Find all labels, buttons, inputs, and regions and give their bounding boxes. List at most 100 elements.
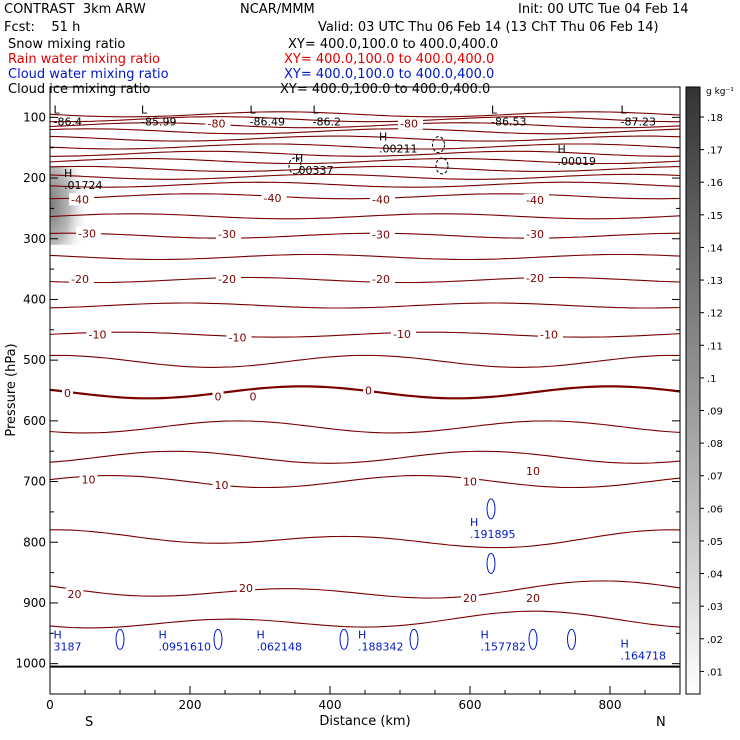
contour-label-bg	[461, 592, 479, 605]
contour-label: -20	[71, 273, 89, 286]
contour-label-bg	[65, 587, 84, 600]
y-tick-label: 500	[23, 353, 46, 367]
colorbar-tick-label: .05	[707, 537, 723, 548]
field-cloudwater-xy: XY= 400.0,100.0 to 400.0,400.0	[284, 67, 495, 82]
extremum-type: L	[141, 103, 148, 116]
extremum-value: .164718	[621, 650, 667, 663]
extremum-type: L	[250, 103, 257, 116]
extremum-value: .062148	[257, 640, 303, 653]
extremum-value: .188342	[358, 640, 404, 653]
contour-label-bg	[69, 272, 94, 285]
temperature-contours	[49, 111, 681, 668]
extremum-type: H	[379, 131, 387, 144]
contour-label-bg	[86, 328, 112, 341]
contour-label-bg	[524, 193, 549, 206]
colorbar-tick-label: .15	[707, 211, 723, 222]
extremum-value: .191895	[470, 528, 516, 541]
colorbar-tick-label: .18	[707, 113, 723, 124]
contour-label-bg	[62, 386, 73, 399]
extrema-labels: L-86.4L-85.99L-86.49L-86.2L-86.53L-87.23…	[54, 103, 667, 662]
isotherm-line	[49, 181, 681, 188]
extremum-value: .157782	[481, 640, 527, 653]
contour-label: 20	[463, 592, 477, 605]
x-axis-label: Distance (km)	[319, 714, 410, 729]
isotherm-line	[49, 193, 681, 200]
contour-labels: -80 -80 -40 -40 -40 -40 -30 -30 -30 -30 -20 -20 -20 -…	[62, 117, 563, 605]
cloudwater-contour	[409, 628, 419, 650]
extremum-value: -86.4	[54, 115, 82, 128]
contour-label: -30	[526, 228, 544, 241]
cloudwater-contour	[115, 628, 125, 650]
contour-label-bg	[261, 192, 287, 205]
isotherm-line	[49, 475, 681, 489]
contour-label-bg	[205, 117, 231, 130]
contour-label: 10	[215, 479, 229, 492]
contour-label: -40	[372, 193, 390, 206]
colorbar-tick-label: .16	[707, 178, 723, 189]
cloudwater-contour	[486, 498, 496, 520]
isotherm-line	[49, 122, 681, 129]
contour-label-bg	[212, 479, 231, 492]
extremum-type: H	[64, 167, 72, 180]
colorbar-tick-label: .13	[707, 276, 723, 287]
isotherm-line	[49, 610, 681, 629]
extremum-type: H	[358, 628, 366, 641]
isotherm-line	[49, 253, 681, 261]
y-tick-label: 800	[23, 535, 46, 549]
isotherm-line	[49, 213, 681, 220]
valid-time: Valid: 03 UTC Thu 06 Feb 14 (13 ChT Thu …	[318, 20, 659, 35]
isotherm-line	[49, 143, 681, 150]
x-end-label-left: S	[85, 715, 93, 730]
extremum-type: H	[558, 143, 566, 156]
extremum-value: .0951610	[159, 640, 212, 653]
contour-label: -10	[89, 329, 107, 342]
contour-label: -30	[78, 227, 96, 240]
isotherm-line	[49, 173, 681, 180]
isotherm-line	[49, 135, 681, 142]
x-tick-label: 800	[599, 698, 622, 712]
isotherm-line	[49, 232, 681, 239]
y-tick-label: 100	[23, 110, 46, 124]
extremum-value: -87.23	[621, 115, 656, 128]
field-rain-xy: XY= 400.0,100.0 to 400.0,400.0	[284, 52, 495, 67]
contour-label-bg	[538, 328, 563, 341]
contour-label: 0	[215, 391, 222, 404]
isotherm-line	[49, 165, 681, 172]
x-tick-label: 0	[46, 698, 54, 712]
colorbar-tick-label: .12	[707, 309, 723, 320]
colorbar: g kg⁻¹ .18 .17 .16 .15 .14 .13 .12 .11 .1 .09 .08 .0…	[685, 86, 734, 695]
contour-label: -80	[208, 117, 226, 130]
contour-label: -40	[264, 192, 282, 205]
colorbar-tick-label: .14	[707, 243, 723, 254]
contour-label: -20	[372, 273, 390, 286]
extremum-type: L	[621, 103, 628, 116]
field-cloudice-label: Cloud ice mixing ratio	[8, 82, 151, 97]
isotherm-line	[50, 354, 680, 368]
contour-label-bg	[79, 473, 98, 486]
contour-label: -40	[71, 193, 89, 206]
extremum-type: H	[470, 516, 478, 529]
cloudice-contour	[435, 157, 449, 175]
field-snow-label: Snow mixing ratio	[8, 37, 126, 52]
extremum-value: -85.99	[141, 115, 176, 128]
cloudwater-contour	[486, 552, 496, 574]
contour-label-bg	[69, 193, 94, 206]
contour-label: 20	[526, 592, 540, 605]
y-tick-label: 300	[23, 232, 46, 246]
contour-label: 0	[250, 391, 257, 404]
forecast-hour: Fcst: 51 h	[4, 20, 81, 35]
extremum-type: L	[54, 103, 61, 116]
colorbar-scale	[685, 86, 701, 695]
isotherm-line	[49, 158, 681, 165]
contour-label-bg	[76, 227, 101, 240]
cloudwater-contour	[213, 628, 223, 650]
org-title: NCAR/MMM	[240, 2, 315, 17]
y-tick-label: 1000	[15, 657, 46, 671]
colorbar-tick-label: .02	[707, 635, 723, 646]
contour-label-bg	[370, 228, 395, 241]
extremum-value: -86.2	[313, 115, 341, 128]
extremum-type: H	[295, 152, 303, 165]
extremum-type: L	[491, 103, 498, 116]
